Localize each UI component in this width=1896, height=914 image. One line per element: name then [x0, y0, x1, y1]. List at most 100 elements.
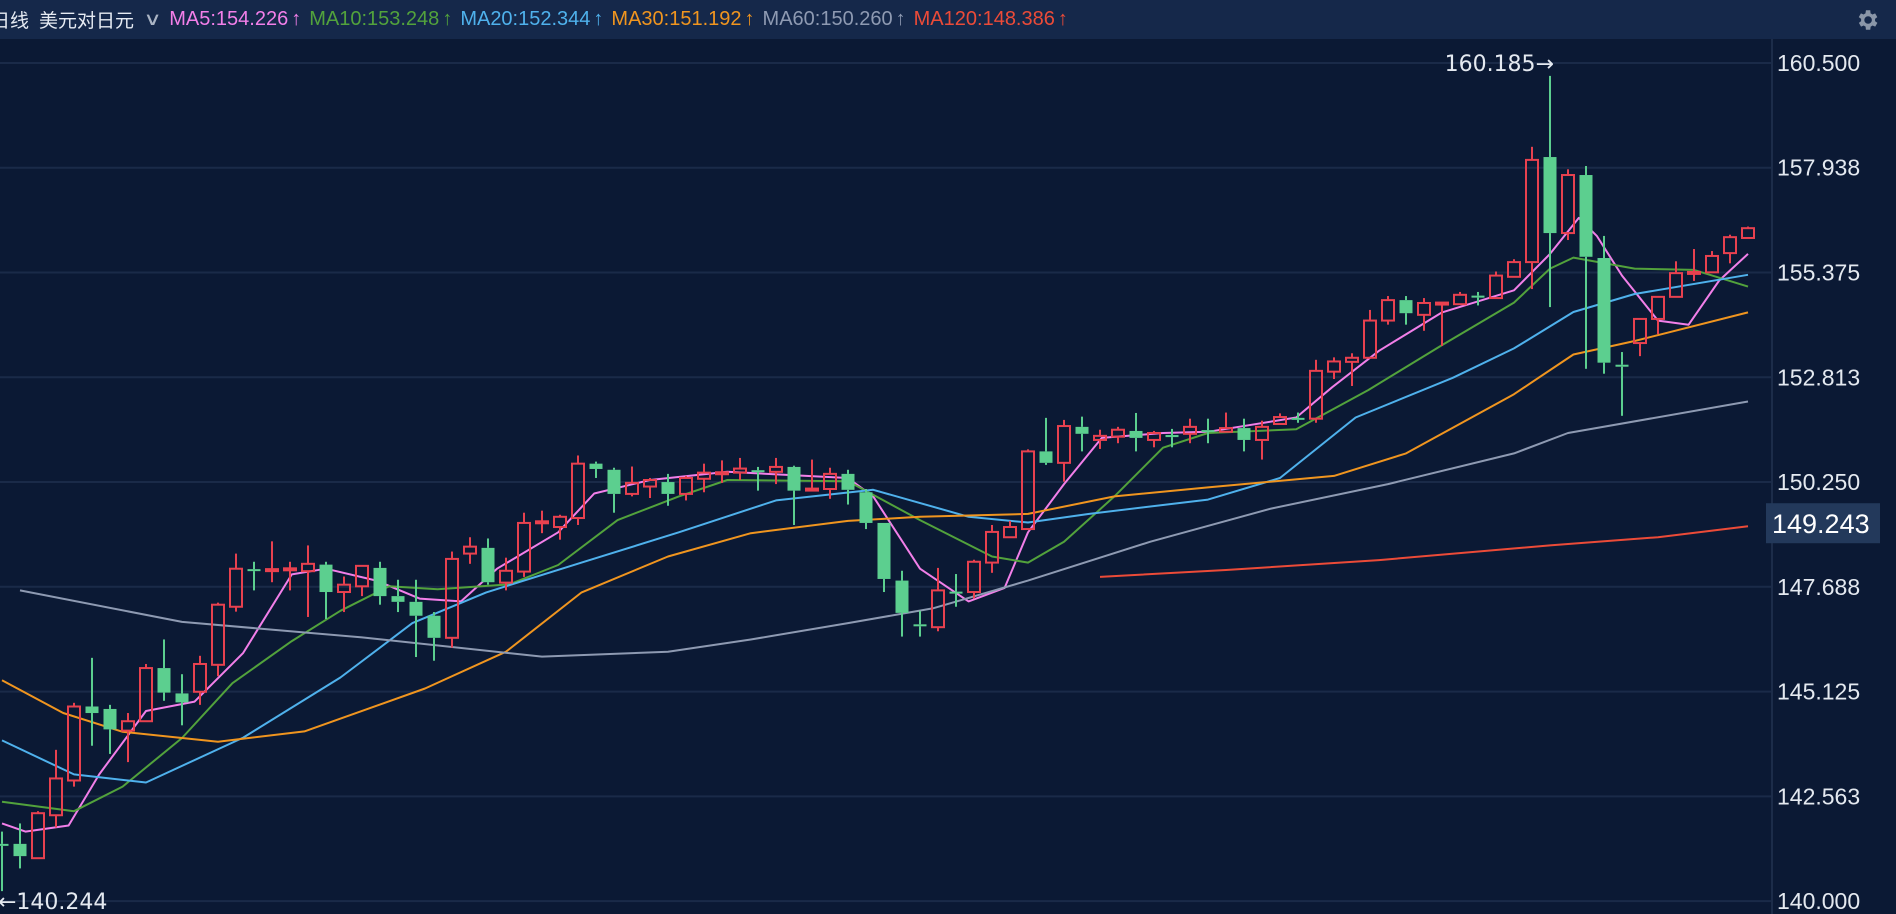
candle	[805, 459, 819, 492]
candle-body	[1741, 227, 1755, 239]
candle	[625, 466, 639, 497]
chevron-down-icon[interactable]: ∨	[143, 9, 162, 29]
candle-body	[481, 547, 495, 583]
candle-body	[859, 492, 873, 523]
candle-body	[967, 560, 981, 594]
candle-body	[463, 545, 477, 555]
candle	[1669, 261, 1683, 298]
candle	[31, 811, 45, 860]
candle-body	[931, 589, 945, 629]
candle-body	[1597, 258, 1611, 363]
candle-body	[1579, 175, 1593, 257]
candle-body	[1237, 428, 1251, 440]
candle-body	[1417, 301, 1431, 316]
candle	[1507, 259, 1521, 278]
arrow-up-icon: ↑	[593, 8, 604, 30]
candle	[229, 553, 243, 612]
candle-body	[1075, 426, 1089, 434]
candle-body	[1273, 416, 1287, 425]
y-tick-label: 150.250	[1777, 469, 1860, 495]
candle-body	[715, 471, 729, 476]
candle	[157, 639, 171, 701]
symbol-name[interactable]: 美元对日元	[39, 10, 135, 32]
candle	[1093, 429, 1107, 449]
ma-value: MA60:150.260	[762, 8, 893, 30]
candle	[1435, 301, 1449, 346]
candle	[1255, 420, 1269, 460]
candle	[877, 522, 891, 593]
candle	[1381, 296, 1395, 325]
candle	[1705, 251, 1719, 274]
candle	[895, 570, 909, 637]
candle-body	[1255, 425, 1269, 441]
ma-line-ma20	[1, 273, 1749, 784]
candle-body	[85, 706, 99, 714]
candle	[607, 467, 621, 513]
candle-body	[661, 482, 675, 494]
candle-body	[877, 522, 891, 579]
candle-body	[769, 465, 783, 473]
candle	[1363, 309, 1377, 359]
candle-body	[1525, 158, 1539, 264]
candle-body	[157, 668, 171, 693]
candle-body	[823, 472, 837, 491]
candle-body	[625, 481, 639, 495]
candle	[1183, 418, 1197, 444]
current-price-label: 149.243	[1772, 509, 1870, 539]
candle-body	[643, 479, 657, 488]
ma-value: MA20:152.344	[460, 8, 591, 30]
candle-body	[805, 487, 819, 492]
ma-value: MA10:153.248	[309, 8, 440, 30]
candle	[1021, 449, 1035, 531]
candle-body	[391, 596, 405, 602]
candle	[1201, 418, 1215, 444]
candle	[211, 602, 225, 677]
candle-body	[1399, 300, 1413, 314]
candle	[643, 477, 657, 498]
ma-legend: MA5:154.226 ↑ MA10:153.248 ↑ MA20:152.344 ↑ MA…	[169, 8, 1076, 31]
period-selector[interactable]: 日线	[0, 10, 30, 32]
candle	[589, 461, 603, 478]
candle-body	[1291, 417, 1305, 420]
candle-body	[445, 557, 459, 639]
candle	[517, 512, 531, 577]
candle-body	[1057, 425, 1071, 464]
candle	[1291, 412, 1305, 423]
min-price-annotation: ←140.244	[0, 890, 107, 914]
ma-value: MA120:148.386	[913, 8, 1055, 30]
max-price-annotation: 160.185→	[1445, 52, 1554, 77]
candle	[1345, 353, 1359, 386]
candle-body	[1561, 174, 1575, 235]
chart-header: 日线 美元对日元 ∨ MA5:154.226 ↑ MA10:153.248 ↑ MA20…	[0, 0, 1896, 39]
y-tick-label: 145.125	[1777, 679, 1860, 705]
candle	[67, 702, 81, 787]
candle	[481, 538, 495, 585]
candle	[931, 567, 945, 632]
candle-body	[697, 471, 711, 480]
candle-body	[175, 693, 189, 703]
candlestick-chart[interactable]: 160.500 157.938 155.375 152.813 150.250 147.6…	[0, 39, 1896, 914]
candle	[1219, 412, 1233, 433]
candle	[1597, 235, 1611, 374]
candle-body	[1129, 430, 1143, 438]
arrow-up-icon: ↑	[442, 8, 453, 30]
y-tick-label: 147.688	[1777, 574, 1860, 600]
candle	[85, 657, 99, 746]
candle-body	[1021, 450, 1035, 531]
gear-icon[interactable]	[1854, 7, 1880, 33]
candle-body	[1165, 435, 1179, 438]
candle-body	[355, 564, 369, 588]
candle-body	[1651, 295, 1665, 320]
candle	[391, 579, 405, 613]
candle	[301, 545, 315, 617]
candle-body	[1615, 364, 1629, 367]
candle	[1075, 416, 1089, 452]
candle-body	[31, 812, 45, 860]
candle	[661, 473, 675, 506]
candle	[103, 704, 117, 754]
candle	[1651, 295, 1665, 335]
arrow-up-icon: ↑	[1057, 8, 1068, 30]
candle-body	[553, 515, 567, 529]
candle	[175, 674, 189, 726]
candle	[841, 469, 855, 505]
